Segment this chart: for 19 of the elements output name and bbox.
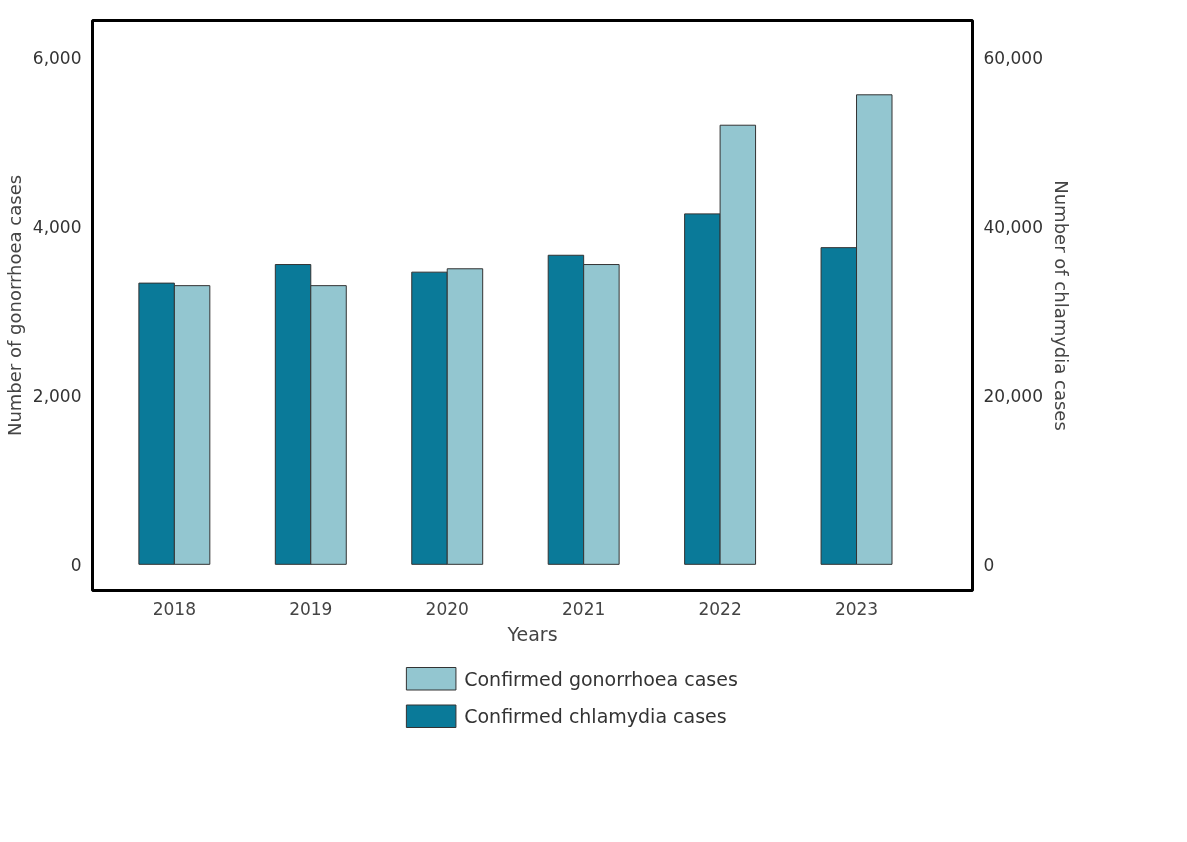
x-axis-title: Years <box>506 622 558 645</box>
y2-tick-label: 60,000 <box>983 48 1043 69</box>
y-tick-label: 6,000 <box>32 48 82 69</box>
y2-tick-label: 0 <box>983 554 995 575</box>
y2-tick-label: 40,000 <box>983 217 1043 238</box>
x-tick-label: 2019 <box>289 598 333 619</box>
legend-label: Confirmed gonorrhoea cases <box>464 667 738 690</box>
y-tick-label: 4,000 <box>32 217 82 238</box>
x-tick-label: 2022 <box>698 598 742 619</box>
y-tick-label: 0 <box>70 554 82 575</box>
legend-label: Confirmed chlamydia cases <box>464 705 727 728</box>
x-tick-label: 2020 <box>425 598 469 619</box>
x-tick-label: 2023 <box>834 598 879 619</box>
y-tick-label: 2,000 <box>32 385 82 406</box>
x-tick-label: 2018 <box>152 598 196 619</box>
x-tick-label: 2021 <box>562 598 606 619</box>
y2-tick-label: 20,000 <box>983 385 1043 406</box>
y2-axis-title: Number of chlamydia cases <box>1050 180 1072 431</box>
y-axis-title: Number of gonorrhoea cases <box>3 174 25 437</box>
